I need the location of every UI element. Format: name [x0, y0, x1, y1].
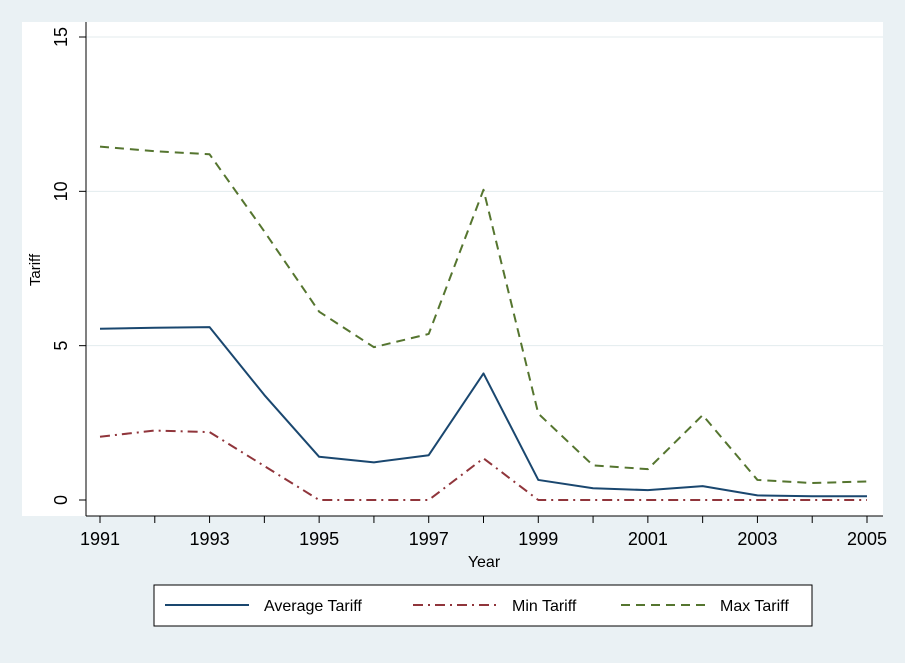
y-tick-label: 15: [51, 27, 71, 47]
series-line-average-tariff: [99, 326, 867, 498]
y-tick-label: 5: [51, 341, 71, 351]
x-tick-label: 2001: [628, 529, 668, 549]
y-tick-label: 10: [51, 181, 71, 201]
x-tick-label: 1997: [409, 529, 449, 549]
axes: [85, 22, 883, 517]
x-tick-label: 2005: [847, 529, 887, 549]
series-line-max-tariff: [99, 145, 868, 485]
x-ticks: 1991 1993 1995 1997 1999 2001 2003 2005: [80, 516, 887, 549]
gridlines: [86, 36, 883, 347]
x-tick-label: 1995: [299, 529, 339, 549]
series-lines: [99, 145, 868, 501]
y-tick-label: 0: [51, 495, 71, 505]
x-tick-label: 1993: [190, 529, 230, 549]
legend-label: Average Tariff: [264, 598, 362, 615]
series-line-min-tariff: [99, 429, 867, 501]
x-tick-label: 1991: [80, 529, 120, 549]
legend-label: Max Tariff: [720, 598, 789, 615]
y-ticks: 0 5 10 15: [51, 27, 86, 505]
plot-area-background: [22, 22, 883, 516]
legend: Average Tariff Min Tariff Max Tariff: [153, 584, 813, 627]
x-tick-label: 2003: [737, 529, 777, 549]
x-tick-label: 1999: [518, 529, 558, 549]
y-axis-label: Tariff: [27, 253, 44, 286]
x-axis-label: Year: [468, 554, 501, 571]
legend-label: Min Tariff: [512, 598, 577, 615]
